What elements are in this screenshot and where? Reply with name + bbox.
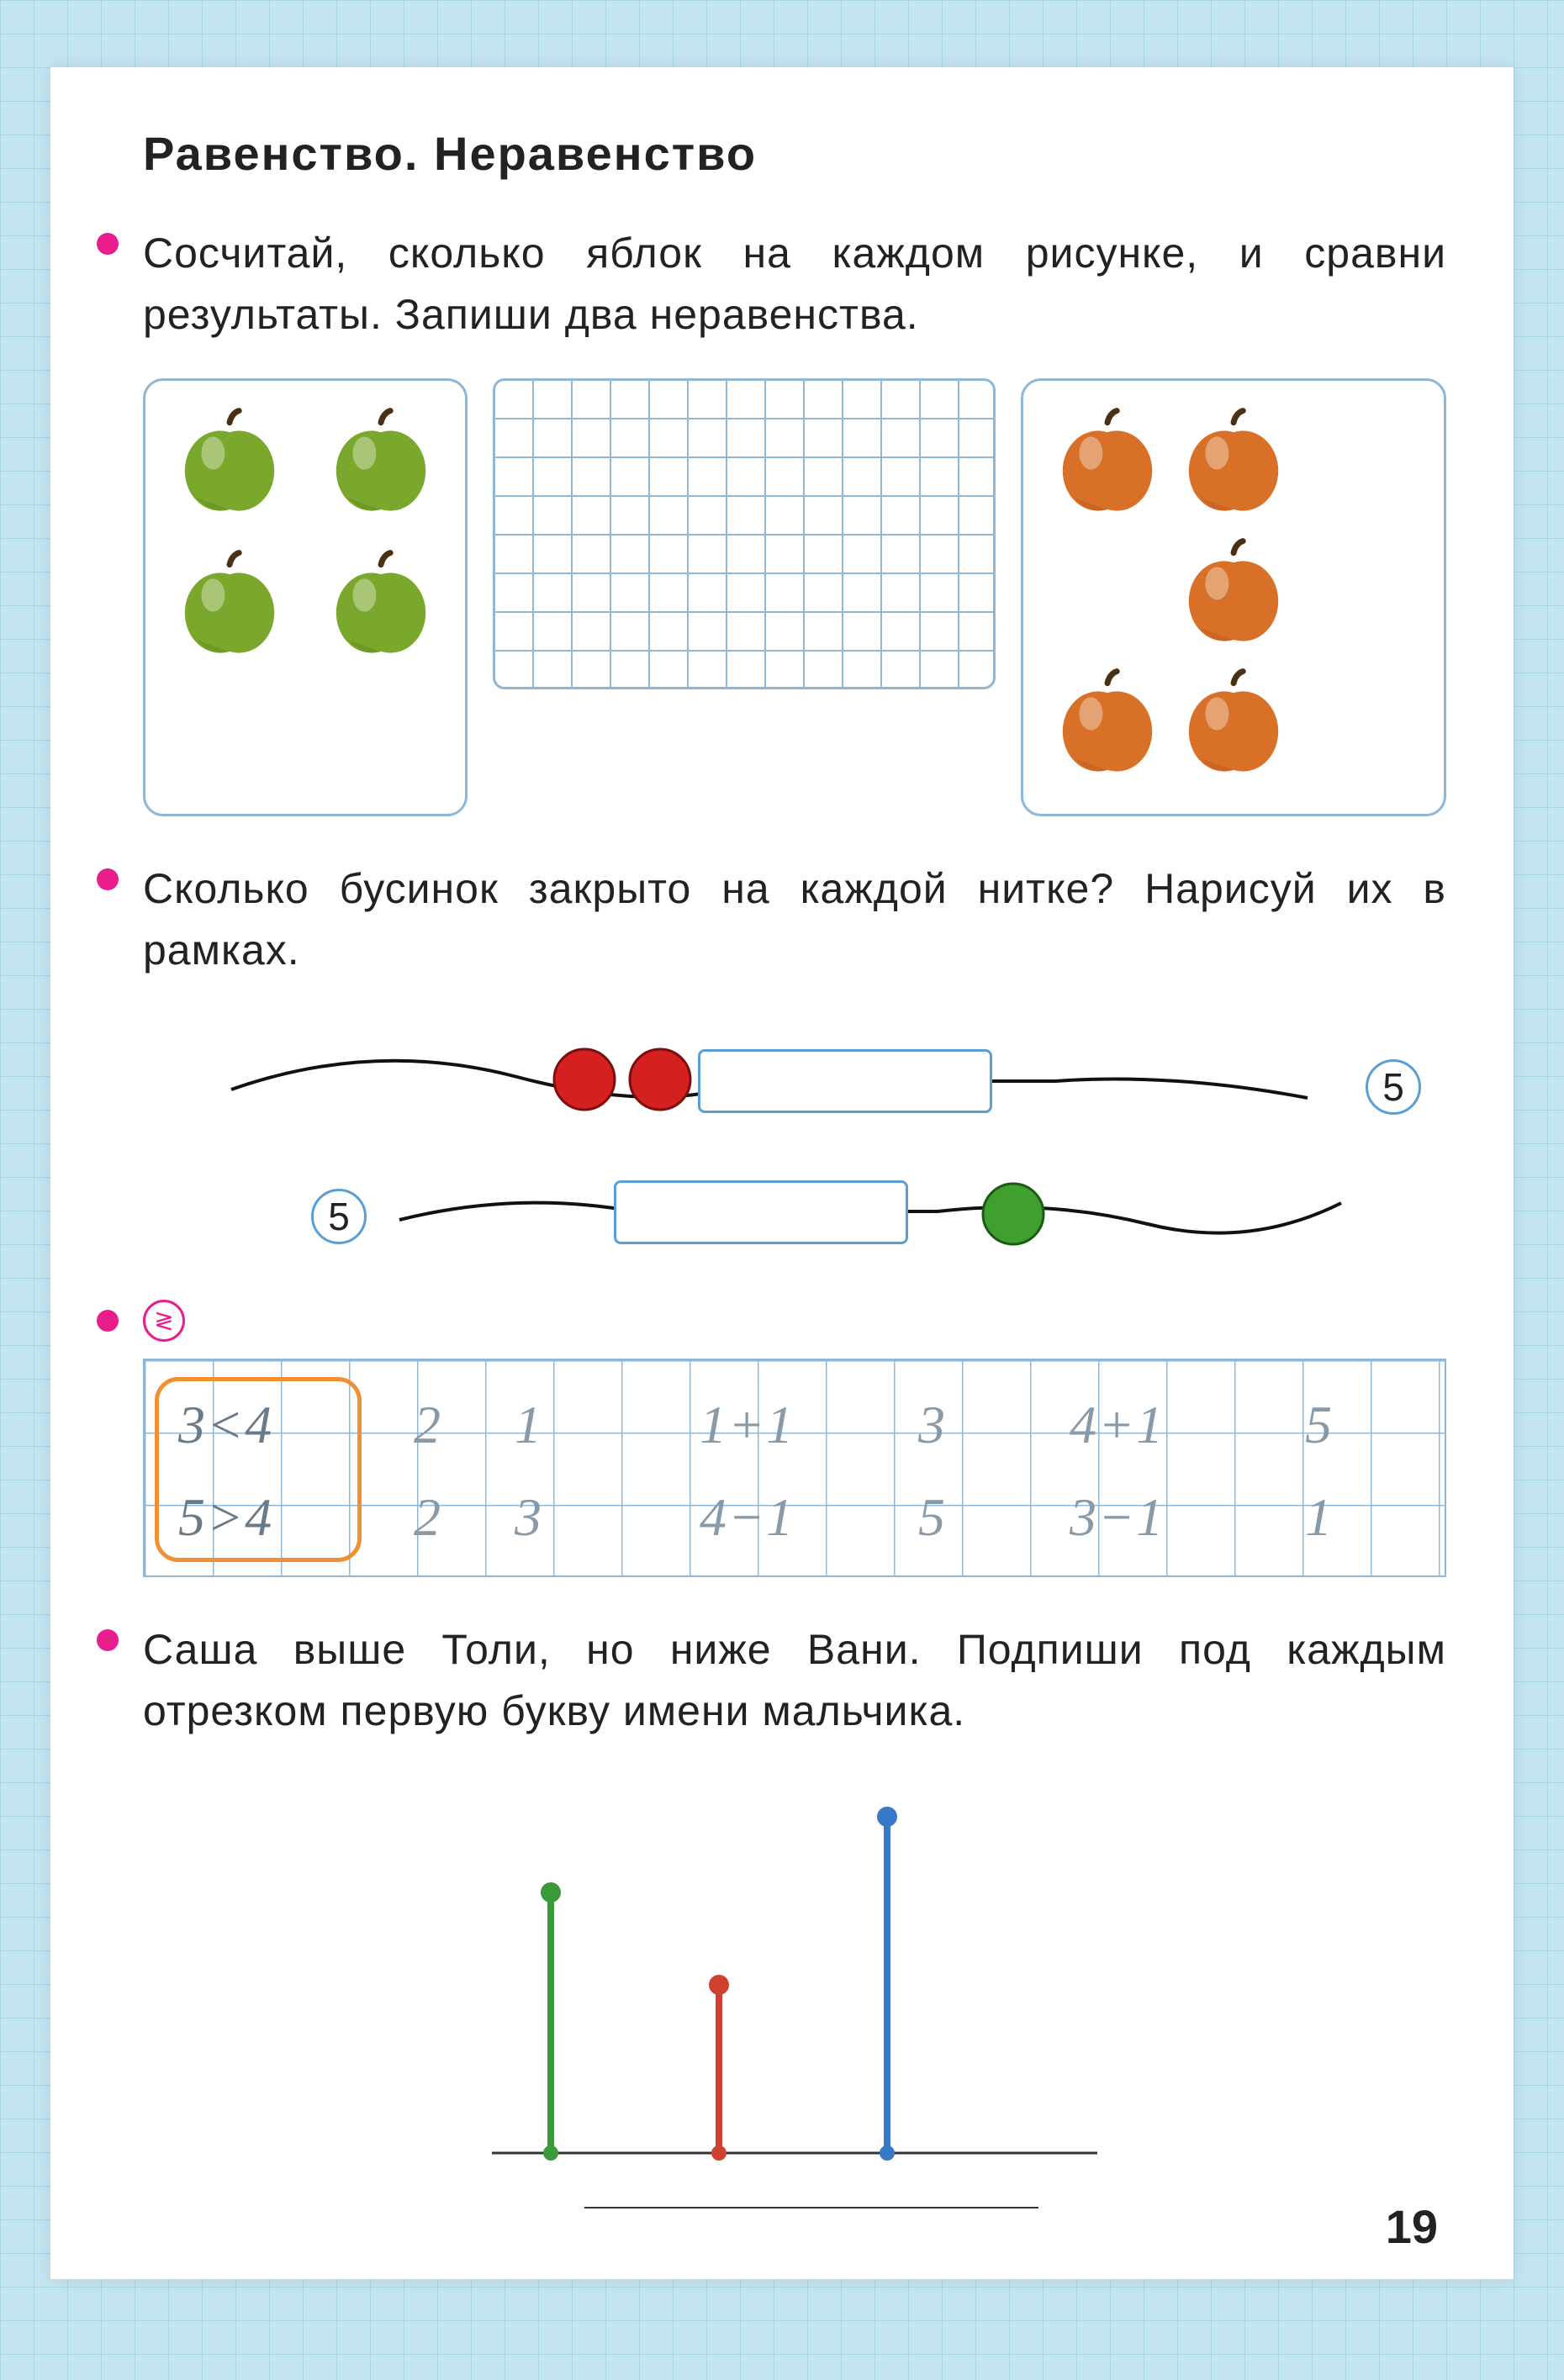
writing-grid [493, 378, 996, 689]
handwritten-cell: 4−1 [700, 1486, 795, 1549]
apple [1175, 406, 1292, 528]
apple-icon [322, 548, 440, 666]
handwritten-cell: 3<4 [178, 1394, 273, 1456]
beads-diagram: 5 5 [143, 1022, 1446, 1291]
compare-icon: ≷ [143, 1300, 185, 1342]
handwritten-cell: 2 [414, 1486, 442, 1549]
task-2: Сколько бусинок закрыто на каждой нитке?… [143, 858, 1446, 1291]
apple [171, 406, 288, 528]
apple [1175, 667, 1292, 789]
page: Равенство. Неравенство Сосчитай, сколько… [50, 67, 1514, 2279]
apple-icon [1175, 667, 1292, 784]
bead-answer-box-1 [698, 1049, 992, 1113]
handwritten-cell: 1 [1305, 1486, 1334, 1549]
bead-answer-box-2 [614, 1180, 908, 1244]
handwritten-cell: 4+1 [1070, 1394, 1165, 1456]
task-2-text: Сколько бусинок закрыто на каждой нитке?… [143, 858, 1446, 980]
bullet-icon [97, 233, 119, 255]
handwritten-cell: 5>4 [178, 1486, 273, 1549]
apple [171, 548, 288, 670]
apple-icon [1049, 667, 1166, 784]
task-1-text: Сосчитай, сколько яблок на каждом рисунк… [143, 223, 1446, 345]
apple [1049, 667, 1166, 789]
apple-icon [322, 406, 440, 524]
handwritten-cell: 5 [1305, 1394, 1334, 1456]
bead-total-1: 5 [1366, 1059, 1421, 1115]
task-3-text: Саша выше Толи, но ниже Вани. Подпиши по… [143, 1619, 1446, 1741]
page-number: 19 [1386, 2199, 1438, 2254]
page-title: Равенство. Неравенство [143, 126, 1446, 181]
handwritten-cell: 2 [414, 1394, 442, 1456]
apples-row [143, 378, 1446, 816]
task-1: Сосчитай, сколько яблок на каждом рисунк… [143, 223, 1446, 816]
apple-icon [171, 406, 288, 524]
apple [322, 548, 440, 670]
apple-icon [1049, 406, 1166, 524]
task-practice: ≷ 3<4 2 1 1+1 3 4+1 5 5>4 2 3 4−1 5 3−1 1 [143, 1300, 1446, 1577]
handwritten-cell: 5 [918, 1486, 947, 1549]
apple [1175, 536, 1292, 658]
segments-svg [416, 1792, 1173, 2229]
handwritten-cell: 1+1 [700, 1394, 795, 1456]
practice-grid: 3<4 2 1 1+1 3 4+1 5 5>4 2 3 4−1 5 3−1 1 [143, 1359, 1446, 1577]
segments-diagram [143, 1792, 1446, 2229]
compare-icon-top: ≷ [154, 1312, 173, 1329]
apple [1049, 406, 1166, 528]
handwritten-cell: 3 [515, 1486, 543, 1549]
apple-icon [1175, 406, 1292, 524]
bead-total-2: 5 [311, 1189, 367, 1244]
apple [322, 406, 440, 528]
task-3: Саша выше Толи, но ниже Вани. Подпиши по… [143, 1619, 1446, 2229]
bullet-icon [97, 1629, 119, 1651]
handwritten-cell: 1 [515, 1394, 543, 1456]
handwritten-cell: 3 [918, 1394, 947, 1456]
apples-left-card [143, 378, 468, 816]
bullet-icon [97, 1310, 119, 1332]
apple-icon [171, 548, 288, 666]
apple-icon [1175, 536, 1292, 654]
handwritten-cell: 3−1 [1070, 1486, 1165, 1549]
bullet-icon [97, 868, 119, 890]
apples-right-card [1021, 378, 1446, 816]
